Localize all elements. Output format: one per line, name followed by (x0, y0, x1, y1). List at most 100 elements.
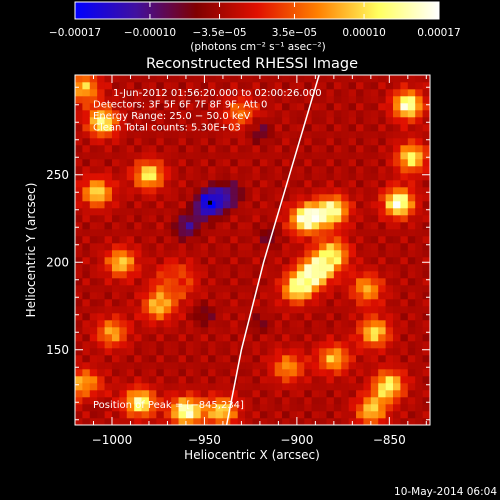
heatmap-cell (407, 138, 416, 146)
heatmap-cell (215, 173, 224, 181)
heatmap-cell (237, 341, 246, 349)
heatmap-cell (400, 278, 409, 286)
heatmap-cell (193, 236, 202, 244)
heatmap-cell (208, 166, 216, 174)
heatmap-cell (185, 117, 194, 125)
heatmap-cell (208, 306, 216, 314)
heatmap-cell (407, 173, 416, 181)
heatmap-cell (222, 264, 231, 272)
heatmap-cell (134, 411, 142, 419)
heatmap-cell (311, 404, 320, 412)
heatmap-cell (282, 278, 290, 286)
heatmap-cell (97, 96, 105, 104)
heatmap-cell (378, 103, 386, 111)
heatmap-cell (385, 362, 394, 370)
heatmap-cell (393, 103, 401, 111)
heatmap-cell (393, 376, 401, 384)
heatmap-cell (407, 404, 416, 412)
heatmap-cell (134, 292, 142, 300)
heatmap-cell (111, 103, 120, 111)
heatmap-cell (193, 390, 202, 398)
heatmap-cell (75, 271, 83, 279)
minimum-marker (207, 200, 212, 205)
heatmap-cell (385, 103, 394, 111)
heatmap-cell (385, 208, 394, 216)
heatmap-cell (385, 243, 394, 251)
heatmap-cell (400, 369, 409, 377)
heatmap-cell (97, 236, 105, 244)
heatmap-cell (407, 89, 416, 97)
heatmap-cell (370, 145, 379, 153)
heatmap-cell (407, 236, 416, 244)
heatmap-cell (400, 215, 409, 223)
heatmap-cell (356, 229, 364, 237)
heatmap-cell (134, 355, 142, 363)
heatmap-cell (252, 355, 261, 363)
heatmap-cell (259, 96, 268, 104)
heatmap-cell (252, 89, 261, 97)
heatmap-cell (148, 257, 157, 265)
heatmap-cell (348, 306, 357, 314)
heatmap-cell (237, 243, 246, 251)
heatmap-cell (82, 348, 91, 356)
heatmap-cell (163, 320, 172, 328)
heatmap-cell (119, 334, 128, 342)
heatmap-cell (311, 194, 320, 202)
heatmap-cell (311, 110, 320, 118)
heatmap-cell (252, 397, 261, 405)
heatmap-cell (289, 110, 298, 118)
heatmap-cell (363, 383, 372, 391)
heatmap-cell (119, 82, 128, 90)
heatmap-cell (171, 404, 179, 412)
heatmap-cell (82, 187, 91, 195)
heatmap-cell (89, 390, 98, 398)
heatmap-cell (222, 117, 231, 125)
heatmap-cell (163, 334, 172, 342)
heatmap-cell (333, 145, 342, 153)
heatmap-cell (319, 222, 327, 230)
heatmap-cell (370, 180, 379, 188)
heatmap-cell (378, 250, 386, 258)
heatmap-cell (193, 383, 202, 391)
heatmap-cell (304, 327, 312, 335)
heatmap-cell (208, 145, 216, 153)
heatmap-cell (319, 404, 327, 412)
heatmap-cell (193, 264, 202, 272)
heatmap-cell (356, 215, 364, 223)
heatmap-cell (407, 208, 416, 216)
heatmap-cell (407, 376, 416, 384)
heatmap-cell (82, 159, 91, 167)
heatmap-cell (222, 362, 231, 370)
heatmap-cell (185, 124, 194, 132)
heatmap-cell (200, 138, 209, 146)
heatmap-cell (259, 278, 268, 286)
heatmap-cell (185, 341, 194, 349)
heatmap-cell (134, 82, 142, 90)
heatmap-cell (267, 152, 275, 160)
heatmap-cell (378, 117, 386, 125)
heatmap-cell (104, 166, 113, 174)
heatmap-cell (97, 201, 105, 209)
heatmap-cell (319, 362, 327, 370)
heatmap-cell (319, 131, 327, 139)
heatmap-cell (75, 418, 83, 425)
heatmap-cell (97, 299, 105, 307)
heatmap-cell (422, 187, 430, 195)
heatmap-cell (97, 82, 105, 90)
heatmap-cell (356, 390, 364, 398)
heatmap-cell (222, 194, 231, 202)
heatmap-cell (237, 159, 246, 167)
heatmap-cell (282, 376, 290, 384)
colorbar-gradient (74, 1, 440, 20)
heatmap-cell (156, 250, 165, 258)
heatmap-cell (393, 89, 401, 97)
heatmap-cell (97, 285, 105, 293)
heatmap-cell (178, 180, 187, 188)
heatmap-cell (296, 362, 305, 370)
heatmap-cell (141, 215, 150, 223)
heatmap-cell (407, 341, 416, 349)
heatmap-cell (245, 299, 253, 307)
heatmap-cell (75, 285, 83, 293)
heatmap-cell (171, 313, 179, 321)
heatmap-cell (341, 243, 349, 251)
